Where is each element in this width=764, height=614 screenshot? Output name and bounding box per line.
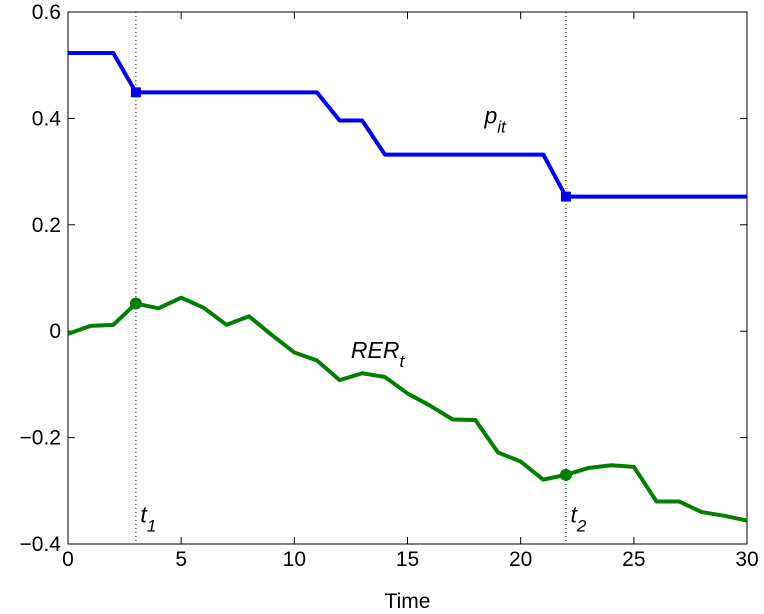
annotation-rer-main: RER [351, 337, 400, 363]
annotation-t1-sub: 1 [147, 517, 156, 536]
series-group [67, 50, 748, 523]
marker-rer-1 [129, 297, 142, 310]
x-tick-label: 10 [283, 548, 306, 571]
marker-p-2 [560, 191, 571, 202]
annotation-p-it: pit [483, 103, 507, 137]
annotation-p-main: p [483, 103, 497, 129]
x-tick-label: 30 [735, 548, 758, 571]
x-tick-label: 25 [622, 548, 645, 571]
y-tick-label: 0.2 [32, 214, 61, 237]
x-tick-label: 5 [175, 548, 187, 571]
annotation-rer-t: RERt [351, 337, 406, 371]
y-tick-label: −0.2 [20, 427, 61, 450]
marker-rer-2 [559, 468, 572, 481]
annotation-t1: t1 [140, 502, 156, 536]
annotation-t2-sub: 2 [576, 517, 587, 536]
annotation-rer-sub: t [399, 352, 405, 371]
annotation-t2-main: t [570, 502, 578, 528]
marker-group [129, 87, 572, 481]
y-tick-label: −0.4 [20, 533, 62, 556]
y-tick-label: 0.6 [32, 1, 61, 24]
annotation-p-sub: it [497, 118, 507, 137]
series-line-p [68, 50, 747, 199]
vertical-reference-lines [135, 12, 567, 544]
series-line-rer [67, 295, 748, 523]
annotation-t1-main: t [140, 502, 148, 528]
axis-ticks [67, 11, 748, 545]
y-tick-label: 0 [49, 320, 61, 343]
marker-p-1 [130, 87, 141, 98]
annotation-t2: t2 [570, 502, 586, 536]
x-tick-label: 15 [396, 548, 419, 571]
y-tick-label: 0.4 [32, 107, 62, 130]
tick-labels: 0 5 10 15 20 25 30 −0.4 −0.2 0 0.2 0.4 0.6 [20, 1, 759, 571]
x-tick-label: 0 [62, 548, 74, 571]
x-tick-label: 20 [509, 548, 532, 571]
x-axis-label: Time [385, 590, 431, 613]
